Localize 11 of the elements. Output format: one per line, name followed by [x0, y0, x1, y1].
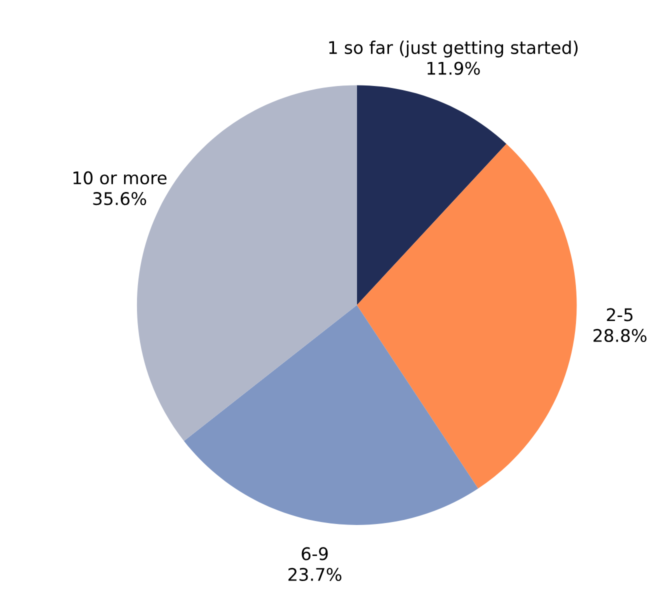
- data-label: 23.7%: [288, 568, 342, 582]
- pie-slice: [184, 305, 478, 525]
- pie-slice: [356, 85, 506, 306]
- slice-label: 6-9: [302, 547, 328, 560]
- data-label: 11.9%: [428, 62, 480, 75]
- pie-slice: [356, 144, 577, 489]
- slice-label: 1 so far (just getting started): [329, 40, 578, 58]
- data-label: 35.6%: [93, 192, 146, 206]
- data-label: 28.8%: [594, 328, 646, 342]
- slice-label: 2-5: [606, 308, 633, 322]
- slice-label: 10 or more: [73, 171, 167, 184]
